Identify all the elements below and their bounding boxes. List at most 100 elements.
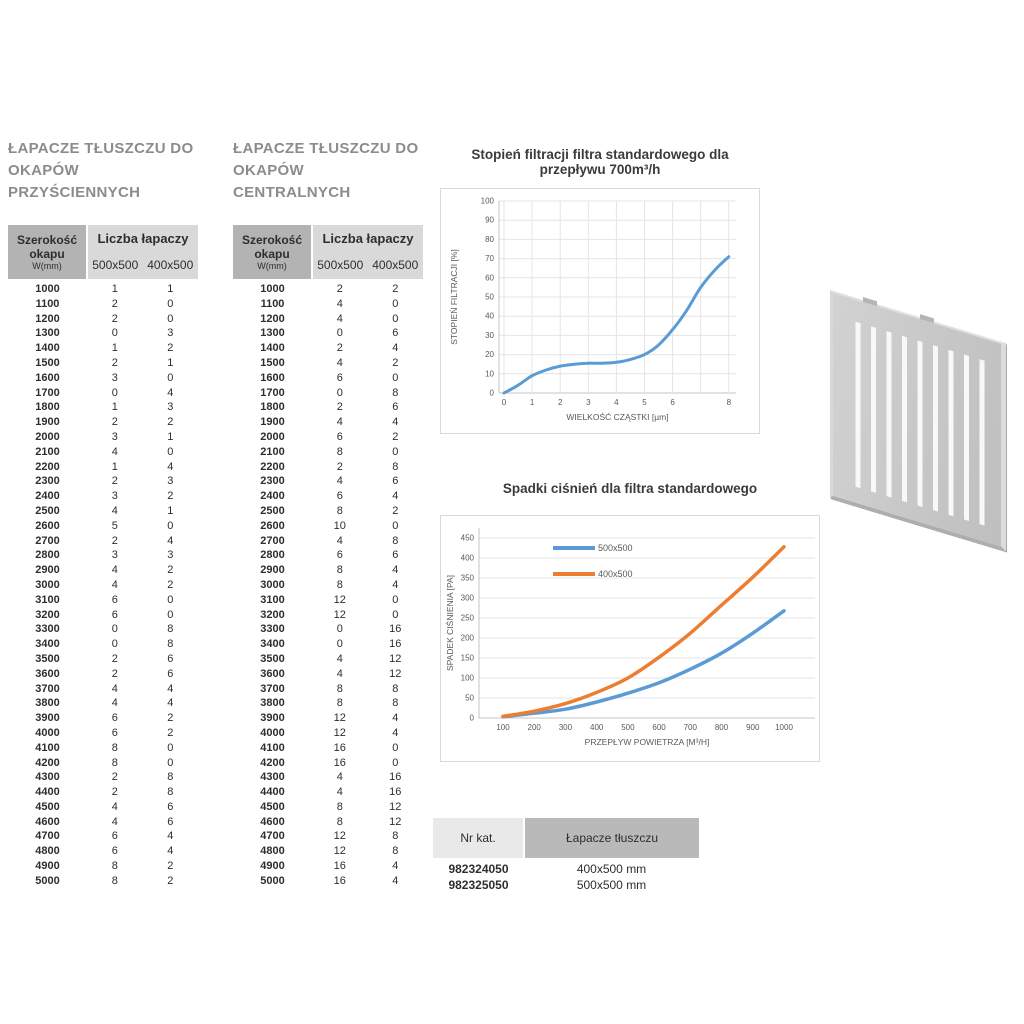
hood-width-cell: 1200 [260,312,285,325]
trap-count-cell: 0 [392,445,399,458]
table-row: 1200 4 0 [233,312,423,327]
hood-width-cell: 2000 [35,430,60,443]
trap-count-cell: 8 [392,460,399,473]
svg-text:10: 10 [485,369,494,378]
table-row: 4000 12 4 [233,726,423,741]
hood-width-cell: 3500 [35,652,60,665]
table-row: 3800 8 8 [233,696,423,711]
hood-width-cell: 1900 [35,416,60,429]
table-row: 2400 3 2 [8,489,198,504]
table-row: 4500 8 12 [233,800,423,815]
table-row: 1000 2 2 [233,281,423,297]
trap-count-cell: 4 [392,490,399,503]
trap-count-cell: 1 [111,401,118,414]
trap-count-cell: 2 [336,401,343,414]
trap-count-cell: 2 [111,786,118,799]
trap-count-cell: 6 [111,593,118,606]
svg-text:SPADEK CIŚNIENIA [PA]: SPADEK CIŚNIENIA [PA] [444,575,455,671]
table-row: 4900 16 4 [233,859,423,874]
hood-width-cell: 2900 [35,564,60,577]
hood-width-cell: 3700 [260,682,285,695]
table-row: 3300 0 16 [233,622,423,637]
svg-text:WIELKOŚĆ CZĄSTKI [µm]: WIELKOŚĆ CZĄSTKI [µm] [566,411,668,422]
trap-count-cell: 8 [336,504,343,517]
catalog-row: 982325050 500x500 mm [433,877,699,893]
table-row: 2500 4 1 [8,504,198,519]
table-row: 4200 8 0 [8,756,198,771]
trap-count-cell: 4 [167,845,174,858]
trap-count-cell: 4 [336,416,343,429]
svg-text:400x500: 400x500 [598,569,633,579]
hood-width-cell: 4800 [35,845,60,858]
hood-width-cell: 2100 [35,445,60,458]
trap-count-cell: 8 [392,534,399,547]
trap-count-cell: 16 [389,623,402,636]
table-row: 5000 16 4 [233,874,423,889]
hood-width-cell: 3600 [260,667,285,680]
trap-count-cell: 12 [389,652,402,665]
svg-text:90: 90 [485,216,494,225]
trap-count-cell: 2 [111,667,118,680]
col-header-400x500: 400x500 [367,251,423,281]
trap-count-cell: 2 [392,430,399,443]
trap-count-cell: 0 [392,756,399,769]
hood-width-cell: 1500 [260,356,285,369]
trap-count-cell: 2 [167,564,174,577]
table-row: 1400 1 2 [8,341,198,356]
table-row: 4700 12 8 [233,829,423,844]
hood-width-cell: 4400 [35,786,60,799]
trap-count-cell: 4 [336,312,343,325]
trap-count-cell: 6 [392,549,399,562]
hood-width-cell: 2300 [260,475,285,488]
trap-count-cell: 4 [392,874,399,887]
trap-count-cell: 12 [389,800,402,813]
trap-count-cell: 1 [167,356,174,369]
trap-count-cell: 0 [111,386,118,399]
trap-count-cell: 0 [167,445,174,458]
trap-count-cell: 2 [111,297,118,310]
table-row: 3700 4 4 [8,682,198,697]
table-row: 4500 4 6 [8,800,198,815]
trap-count-cell: 6 [111,608,118,621]
trap-count-cell: 4 [167,460,174,473]
trap-count-cell: 0 [167,312,174,325]
trap-count-cell: 2 [392,504,399,517]
hood-width-cell: 1900 [260,416,285,429]
table-row: 1100 4 0 [233,297,423,312]
svg-text:60: 60 [485,273,494,282]
col-header-hood-width: Szerokość okapu W(mm) [233,225,313,281]
table-row: 3900 12 4 [233,711,423,726]
trap-count-cell: 1 [167,283,174,295]
trap-count-cell: 0 [336,327,343,340]
hood-width-cell: 4800 [260,845,285,858]
trap-count-cell: 6 [392,327,399,340]
table-row: 1800 1 3 [8,400,198,415]
trap-count-cell: 8 [336,815,343,828]
catalog-header-product: Łapacze tłuszczu [524,818,699,860]
table-row: 3700 8 8 [233,682,423,697]
trap-count-cell: 0 [167,371,174,384]
trap-count-cell: 6 [111,830,118,843]
hood-width-cell: 1400 [260,342,285,355]
svg-text:4: 4 [614,398,619,407]
hood-width-cell: 1200 [35,312,60,325]
table-row: 1400 2 4 [233,341,423,356]
trap-count-cell: 2 [167,578,174,591]
trap-count-cell: 8 [392,697,399,710]
hood-width-cell: 3000 [260,578,285,591]
trap-count-cell: 2 [111,652,118,665]
trap-count-cell: 4 [167,697,174,710]
table-row: 1700 0 8 [233,386,423,401]
hood-width-cell: 3000 [35,578,60,591]
trap-count-cell: 8 [336,564,343,577]
trap-count-cell: 2 [111,771,118,784]
table-row: 1600 6 0 [233,371,423,386]
table-row: 2100 4 0 [8,445,198,460]
trap-count-cell: 12 [389,667,402,680]
trap-count-cell: 3 [167,475,174,488]
catalog-row: 982324050 400x500 mm [433,860,699,878]
wall-hood-section: ŁAPACZE TŁUSZCZU DO OKAPÓW PRZYŚCIENNYCH… [8,138,198,889]
hood-width-cell: 2500 [260,504,285,517]
hood-width-cell: 2000 [260,430,285,443]
table-row: 3800 4 4 [8,696,198,711]
